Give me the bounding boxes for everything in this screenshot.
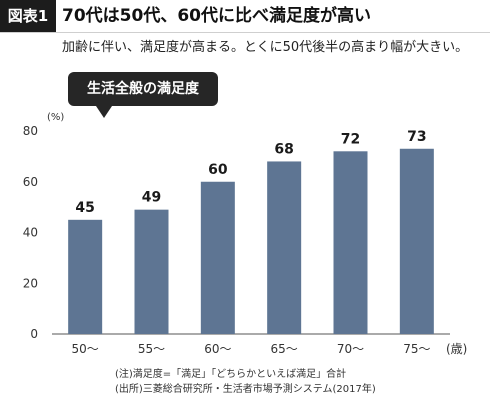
bars	[68, 148, 434, 334]
bar-value-label: 49	[142, 190, 161, 206]
bar-value-label: 73	[407, 129, 426, 145]
source-notes: (注)満足度=「満足」「どちらかといえば満足」合計 (出所)三菱総合研究所・生活…	[115, 367, 376, 397]
bar-value-label: 68	[274, 141, 293, 157]
bar-value-label: 45	[75, 200, 94, 216]
header-bar	[0, 0, 490, 33]
bar-value-label: 72	[341, 131, 360, 147]
note-source: (出所)三菱総合研究所・生活者市場予測システム(2017年)	[115, 384, 376, 395]
x-tick-label: 55〜	[138, 342, 165, 356]
y-tick-label: 40	[23, 226, 38, 240]
chart-callout: 生活全般の満足度	[68, 72, 218, 106]
figure-label: 図表1	[0, 0, 56, 32]
bar-value-label: 60	[208, 162, 228, 178]
x-tick-label: 75〜	[403, 342, 430, 356]
y-tick-label: 0	[30, 327, 38, 341]
labels: 45 50〜 49 55〜 60 60〜 68 65〜 72 70〜 73 75〜 (歳)	[72, 129, 468, 356]
callout-tail	[96, 106, 112, 118]
y-tick-label: 80	[23, 124, 38, 138]
y-tick-label: 20	[23, 276, 38, 290]
bar	[68, 219, 103, 334]
bar	[333, 151, 368, 334]
note-definition: (注)満足度=「満足」「どちらかといえば満足」合計	[115, 369, 347, 380]
chart-subtitle: 加齢に伴い、満足度が高まる。とくに50代後半の高まり幅が大きい。	[62, 40, 469, 55]
bar	[200, 181, 235, 334]
y-tick-label: 60	[23, 175, 38, 189]
bar	[134, 209, 169, 334]
x-tick-label: 65〜	[271, 342, 298, 356]
x-tick-label: 50〜	[72, 342, 99, 356]
axes: 0 20 40 60 80 (%)	[23, 112, 450, 341]
y-axis-unit: (%)	[47, 112, 64, 123]
x-axis-unit: (歳)	[446, 342, 467, 356]
x-tick-label: 70〜	[337, 342, 364, 356]
x-tick-label: 60〜	[204, 342, 231, 356]
bar	[399, 148, 434, 334]
chart-title: 70代は50代、60代に比べ満足度が高い	[62, 6, 371, 26]
bar	[267, 161, 302, 334]
